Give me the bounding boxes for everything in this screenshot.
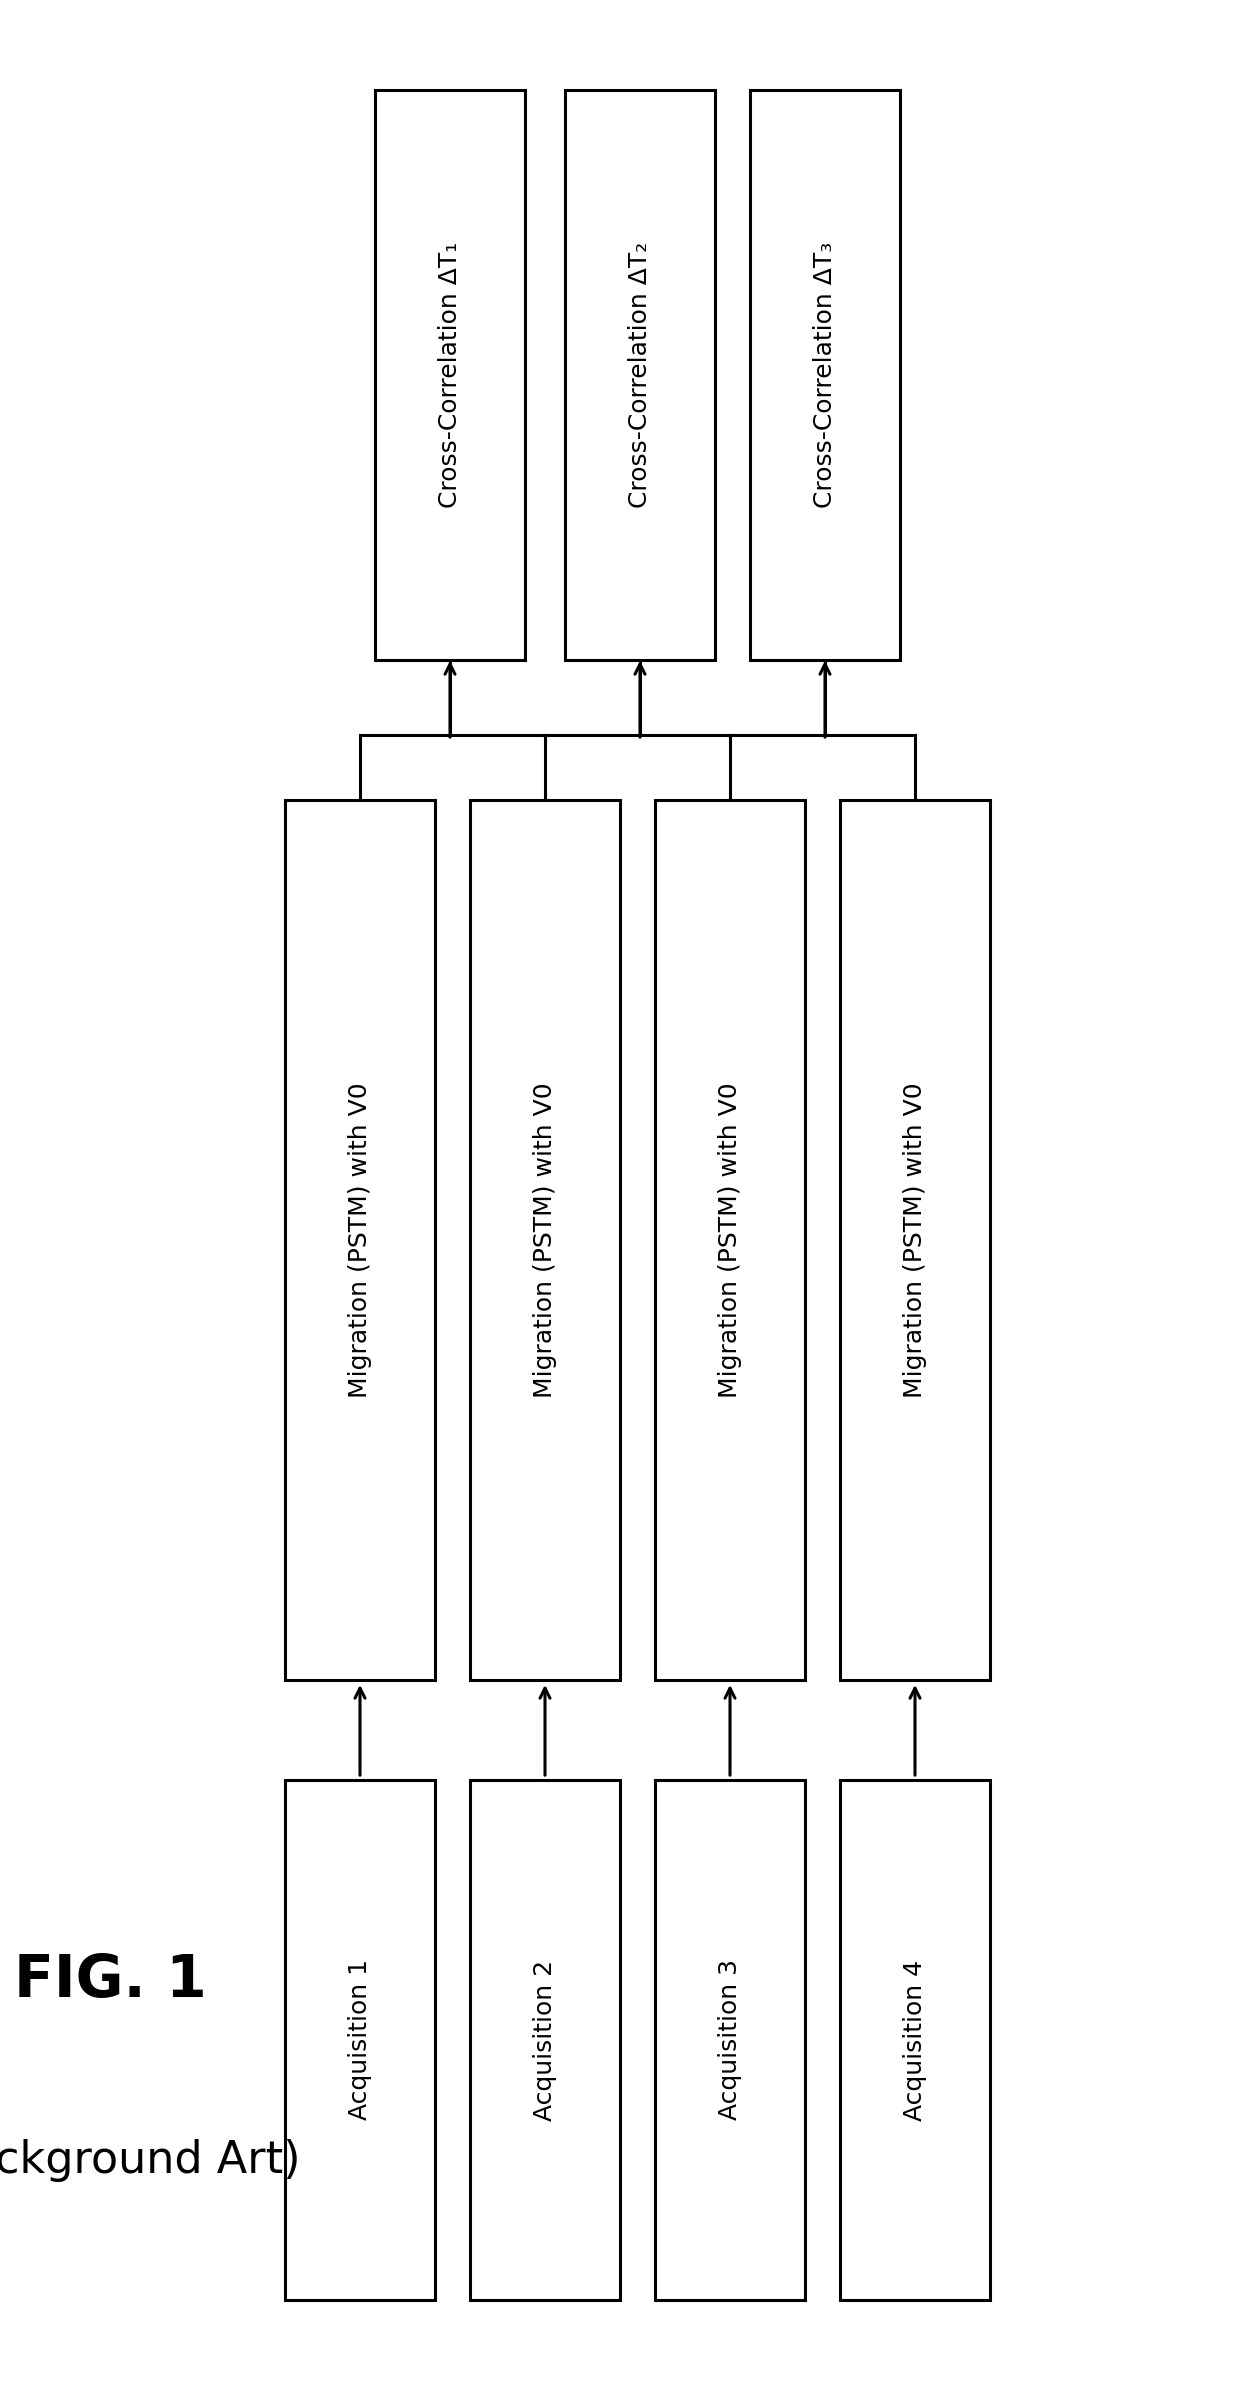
Bar — [655, 799, 805, 1680]
Bar — [470, 1780, 620, 2300]
Bar — [470, 799, 620, 1680]
Bar — [655, 1780, 805, 2300]
Text: Acquisition 1: Acquisition 1 — [348, 1960, 372, 2120]
Bar — [285, 1780, 435, 2300]
Text: Migration (PSTM) with V0: Migration (PSTM) with V0 — [903, 1082, 928, 1398]
Bar — [750, 91, 900, 660]
Bar — [565, 91, 715, 660]
Bar — [839, 1780, 990, 2300]
Text: Acquisition 4: Acquisition 4 — [903, 1960, 928, 2120]
Text: Migration (PSTM) with V0: Migration (PSTM) with V0 — [533, 1082, 557, 1398]
Bar — [285, 799, 435, 1680]
Text: Migration (PSTM) with V0: Migration (PSTM) with V0 — [348, 1082, 372, 1398]
Bar — [839, 799, 990, 1680]
Text: Acquisition 2: Acquisition 2 — [533, 1960, 557, 2120]
Text: Cross-Correlation ΔT₃: Cross-Correlation ΔT₃ — [813, 242, 837, 507]
Text: FIG. 1: FIG. 1 — [14, 1953, 206, 2008]
Text: Cross-Correlation ΔT₂: Cross-Correlation ΔT₂ — [627, 242, 652, 507]
Text: (Background Art): (Background Art) — [0, 2139, 300, 2182]
Text: Cross-Correlation ΔT₁: Cross-Correlation ΔT₁ — [438, 242, 463, 507]
Text: Migration (PSTM) with V0: Migration (PSTM) with V0 — [718, 1082, 742, 1398]
Text: Acquisition 3: Acquisition 3 — [718, 1960, 742, 2120]
Bar — [374, 91, 525, 660]
